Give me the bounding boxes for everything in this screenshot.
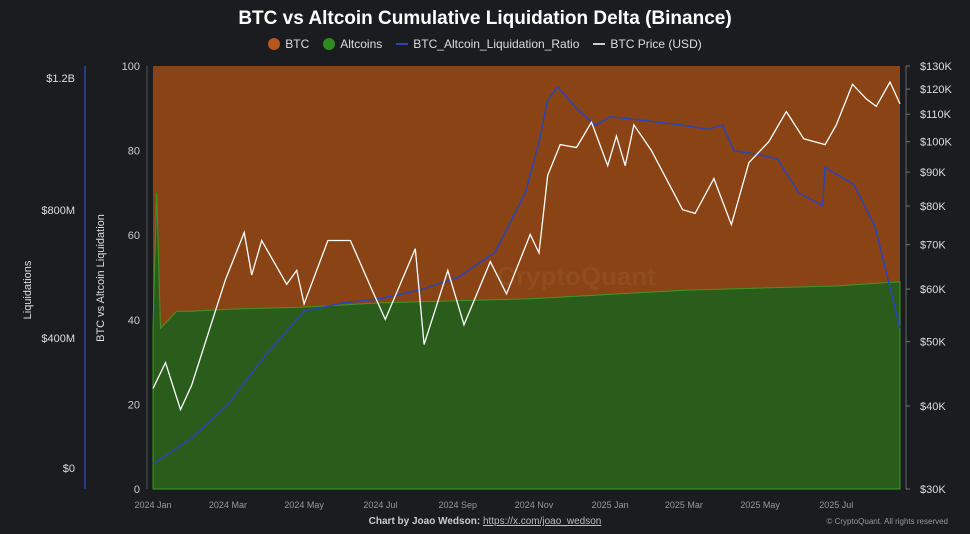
- footer: Chart by Joao Wedson: https://x.com/joao…: [0, 516, 970, 527]
- liquidations-axis-title: Liquidations: [22, 260, 34, 319]
- x-tick-label: 2024 May: [284, 500, 324, 510]
- x-tick-label: 2025 Jul: [819, 500, 853, 510]
- copyright: © CryptoQuant. All rights reserved: [826, 517, 949, 526]
- legend-item-altcoins[interactable]: Altcoins: [323, 37, 382, 51]
- price-tick-label: $60K: [920, 284, 946, 296]
- ratio-line: [152, 86, 901, 465]
- liquidations-tick-label: $800M: [41, 205, 75, 217]
- ratio-tick-label: 20: [128, 399, 140, 411]
- price-tick-label: $110K: [920, 109, 952, 121]
- ratio-tick-label: 60: [128, 230, 140, 242]
- watermark: CryptoQuant: [497, 261, 656, 291]
- legend-item-btc[interactable]: BTC: [268, 37, 309, 51]
- ratio-axis-title: BTC vs Altcoin Liquidation: [95, 214, 107, 342]
- btc-dot-icon: [268, 38, 281, 50]
- ratio-tick-label: 0: [134, 484, 140, 496]
- price-tick-label: $120K: [920, 84, 952, 96]
- price-tick-label: $40K: [920, 401, 946, 413]
- x-tick-label: 2025 Jan: [592, 500, 629, 510]
- ratio-tick-label: 40: [128, 315, 140, 327]
- ratio-tick-label: 80: [128, 146, 140, 158]
- price-tick-label: $90K: [920, 167, 946, 179]
- ratio-line-icon: [396, 43, 409, 45]
- price-line: [152, 80, 901, 412]
- legend-item-price[interactable]: BTC Price (USD): [593, 37, 702, 51]
- price-tick-label: $30K: [920, 484, 946, 496]
- legend: BTC Altcoins BTC_Altcoin_Liquidation_Rat…: [0, 37, 970, 51]
- altcoins-dot-icon: [323, 38, 336, 50]
- x-tick-label: 2024 Jan: [134, 500, 171, 510]
- price-tick-label: $80K: [920, 201, 946, 213]
- x-tick-label: 2024 Nov: [515, 500, 554, 510]
- author-link[interactable]: https://x.com/joao_wedson: [482, 516, 602, 527]
- liquidations-tick-label: $400M: [41, 333, 75, 345]
- price-tick-label: $130K: [920, 61, 952, 73]
- ratio-tick-label: 100: [122, 61, 140, 73]
- price-tick-label: $50K: [920, 337, 946, 349]
- price-tick-label: $100K: [920, 137, 952, 149]
- liquidations-tick-label: $0: [63, 463, 75, 475]
- legend-label: BTC_Altcoin_Liquidation_Ratio: [413, 37, 580, 51]
- legend-label: BTC: [285, 37, 310, 51]
- credit-text: Chart by Joao Wedson:: [368, 516, 481, 527]
- legend-label: Altcoins: [340, 37, 383, 51]
- x-tick-label: 2025 Mar: [665, 500, 703, 510]
- altcoins-area: [152, 192, 901, 490]
- x-tick-label: 2024 Mar: [209, 500, 247, 510]
- chart-title: BTC vs Altcoin Cumulative Liquidation De…: [238, 8, 732, 29]
- price-line-icon: [593, 43, 606, 45]
- price-tick-label: $70K: [920, 240, 946, 252]
- legend-item-ratio[interactable]: BTC_Altcoin_Liquidation_Ratio: [396, 37, 579, 51]
- x-tick-label: 2024 Jul: [363, 500, 397, 510]
- legend-label: BTC Price (USD): [610, 37, 702, 51]
- x-tick-label: 2024 Sep: [439, 500, 478, 510]
- x-tick-label: 2025 May: [740, 500, 780, 510]
- liquidations-tick-label: $1.2B: [46, 73, 75, 85]
